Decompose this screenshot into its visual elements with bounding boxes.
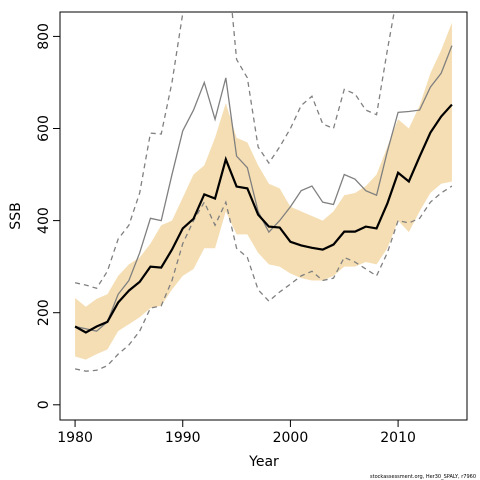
y-tick-label: 0 (36, 400, 52, 409)
x-tick-label: 1980 (57, 430, 93, 446)
series-line (74, 103, 453, 334)
series-line (74, 12, 395, 290)
x-tick-label: 2010 (380, 430, 416, 446)
x-tick-label: 1990 (165, 430, 201, 446)
footnote: stockassessment.org, Her30_SPALY, r7960 (370, 474, 476, 480)
confidence-band (75, 22, 452, 360)
x-tick-label: 2000 (273, 430, 309, 446)
plot-frame (59, 11, 468, 421)
y-tick-label: 200 (36, 299, 52, 326)
plot-area (74, 12, 453, 372)
y-tick-label: 800 (36, 23, 52, 50)
x-axis-label: Year (248, 454, 279, 470)
y-tick-label: 400 (36, 207, 52, 234)
series-line (74, 185, 453, 372)
y-tick-label: 600 (36, 115, 52, 142)
y-axis-label: SSB (8, 202, 24, 229)
